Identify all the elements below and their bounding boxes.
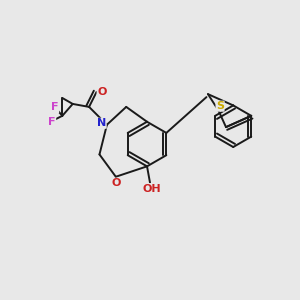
Text: O: O — [97, 87, 106, 97]
Text: F: F — [48, 117, 56, 127]
Text: S: S — [216, 101, 224, 111]
Text: O: O — [111, 178, 121, 188]
Text: N: N — [97, 118, 106, 128]
Text: F: F — [51, 103, 59, 112]
Text: OH: OH — [142, 184, 161, 194]
